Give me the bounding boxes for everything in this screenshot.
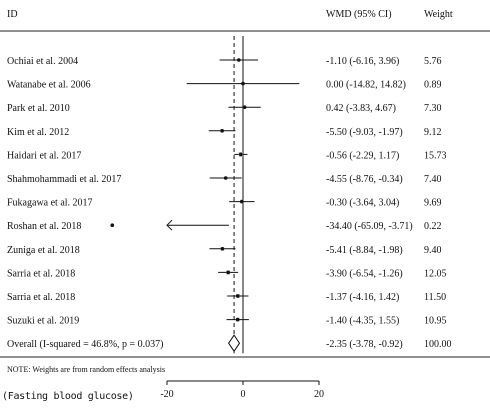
x-tick-label: -20 <box>160 389 173 400</box>
study-weight: 9.12 <box>424 127 442 138</box>
point-estimate <box>235 317 240 322</box>
point-estimate <box>235 294 240 298</box>
study-weight: 5.76 <box>424 56 442 67</box>
study-label: Fukagawa et al. 2017 <box>7 198 93 209</box>
header-id: ID <box>7 9 18 20</box>
study-weight: 0.89 <box>424 80 442 91</box>
study-effect-ci: -1.37 (-4.16, 1.42) <box>326 292 399 303</box>
point-estimate <box>241 81 245 86</box>
ci-arrow-left <box>166 219 173 231</box>
study-label: Roshan et al. 2018 <box>7 221 81 232</box>
study-effect-ci: -3.90 (-6.54, -1.26) <box>326 268 403 279</box>
overall-label: Overall (I-squared = 46.8%, p = 0.037) <box>7 339 164 350</box>
study-weight: 7.30 <box>424 103 442 114</box>
header-effect: WMD (95% CI) <box>326 9 392 20</box>
overall-effect-ci: -2.35 (-3.78, -0.92) <box>326 339 403 350</box>
study-label: Sarria et al. 2018 <box>7 292 75 303</box>
study-weight: 12.05 <box>424 268 447 279</box>
study-weight: 10.95 <box>424 316 447 327</box>
study-effect-ci: -0.56 (-2.29, 1.17) <box>326 150 399 161</box>
study-effect-ci: -5.50 (-9.03, -1.97) <box>326 127 403 138</box>
study-effect-ci: -5.41 (-8.84, -1.98) <box>326 245 403 256</box>
x-axis: -20 0 20 <box>160 380 324 400</box>
point-estimate <box>110 223 115 227</box>
point-estimate <box>220 247 225 251</box>
study-label: Suzuki et al. 2019 <box>7 316 79 327</box>
x-tick-label: 0 <box>241 389 246 400</box>
study-weight: 0.22 <box>424 221 442 232</box>
overall-diamond <box>228 334 241 353</box>
outcome-caption: (Fasting blood glucose) <box>2 391 134 402</box>
header-weight: Weight <box>424 9 453 20</box>
study-effect-ci: 0.42 (-3.83, 4.67) <box>326 103 396 114</box>
point-estimate <box>239 152 243 157</box>
study-weight: 7.40 <box>424 174 442 185</box>
study-effect-ci: -0.30 (-3.64, 3.04) <box>326 198 399 209</box>
point-estimate <box>223 176 228 180</box>
point-estimate <box>220 129 224 133</box>
study-label: Zuniga et al. 2018 <box>7 245 80 256</box>
study-weight: 9.69 <box>424 198 442 209</box>
study-label: Park et al. 2010 <box>7 103 70 114</box>
study-label: Ochiai et al. 2004 <box>7 56 78 67</box>
point-estimate <box>242 105 247 109</box>
x-tick-label: 20 <box>314 389 324 400</box>
study-effect-ci: -34.40 (-65.09, -3.71) <box>326 221 413 232</box>
study-label: Watanabe et al. 2006 <box>7 80 91 91</box>
study-effect-ci: -4.55 (-8.76, -0.34) <box>326 174 403 185</box>
study-weight: 9.40 <box>424 245 442 256</box>
overall-weight: 100.00 <box>424 339 452 350</box>
study-label: Shahmohammadi et al. 2017 <box>7 174 121 185</box>
study-label: Haidari et al. 2017 <box>7 150 81 161</box>
study-weight: 15.73 <box>424 150 447 161</box>
study-rows: Ochiai et al. 2004 -1.10 (-6.16, 3.96) 5.7… <box>7 36 452 354</box>
point-estimate <box>226 270 230 275</box>
study-effect-ci: 0.00 (-14.82, 14.82) <box>326 80 406 91</box>
point-estimate <box>237 58 241 62</box>
point-estimate <box>240 199 244 204</box>
study-weight: 11.50 <box>424 292 446 303</box>
weights-note: NOTE: Weights are from random effects an… <box>7 365 165 374</box>
study-label: Sarria et al. 2018 <box>7 268 75 279</box>
study-effect-ci: -1.10 (-6.16, 3.96) <box>326 56 399 67</box>
study-label: Kim et al. 2012 <box>7 127 69 138</box>
study-effect-ci: -1.40 (-4.35, 1.55) <box>326 316 399 327</box>
